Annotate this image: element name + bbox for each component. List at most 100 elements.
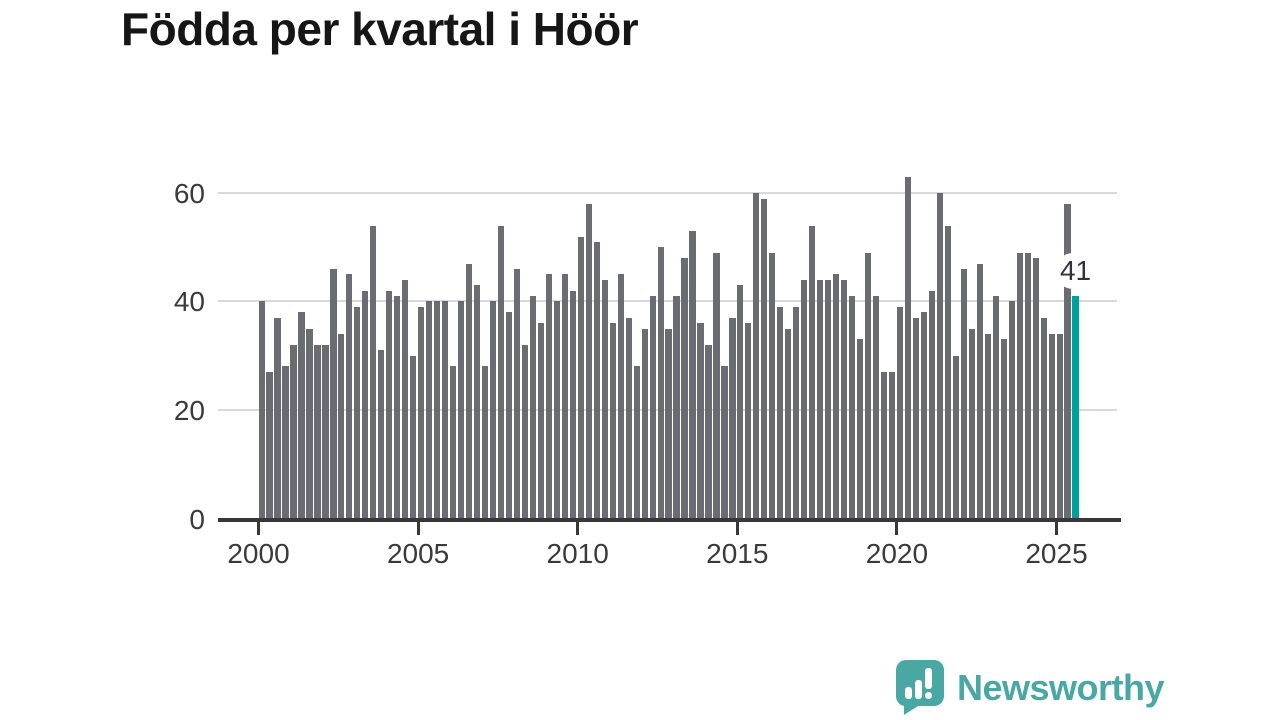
bar (394, 296, 401, 518)
bar (314, 344, 321, 518)
bar (521, 344, 529, 518)
x-axis-tick (895, 522, 899, 535)
bar (681, 258, 688, 518)
bar (330, 269, 337, 518)
bar (769, 252, 776, 518)
bar (465, 263, 473, 518)
bar (920, 312, 928, 518)
bar (481, 366, 489, 518)
bar (896, 306, 904, 518)
bar (753, 193, 760, 518)
y-axis-tick-label: 60 (173, 178, 205, 210)
bar (346, 274, 353, 518)
gridline (218, 300, 1117, 303)
bar (1008, 301, 1015, 518)
bar (370, 225, 377, 518)
bar (497, 225, 505, 518)
bar (266, 371, 273, 518)
bar (561, 274, 568, 518)
bar (673, 296, 680, 518)
bar (976, 263, 983, 518)
bar (593, 241, 600, 518)
x-axis-line (218, 518, 1121, 522)
bar (537, 323, 544, 518)
y-axis-tick-label: 0 (189, 504, 205, 535)
bar (426, 301, 433, 518)
x-axis-tick-label: 2020 (865, 538, 929, 569)
bar (1032, 258, 1039, 518)
bar (418, 306, 425, 518)
bar (849, 296, 856, 518)
bar (1016, 252, 1023, 518)
y-axis-tick-label: 20 (173, 394, 205, 426)
bar (625, 317, 632, 518)
bar (1048, 333, 1055, 518)
bar (841, 279, 848, 518)
newsworthy-logo: Newsworthy (896, 660, 1165, 715)
bar (306, 328, 313, 518)
bar (833, 274, 840, 518)
bar (649, 296, 656, 518)
bar (290, 344, 297, 518)
bar (984, 333, 991, 518)
x-axis-tick (416, 522, 420, 535)
bar (785, 328, 792, 518)
bar (697, 323, 704, 518)
bar (825, 279, 832, 518)
bar (569, 290, 576, 518)
bar (657, 247, 664, 518)
bar (904, 176, 912, 518)
bar (1000, 339, 1007, 518)
x-axis-tick-label: 2015 (706, 538, 769, 569)
bar (864, 252, 872, 518)
bar (362, 290, 369, 518)
bar-value-label: 41 (1059, 255, 1092, 286)
x-axis-tick (257, 522, 260, 535)
bar (354, 306, 361, 518)
bar (450, 366, 457, 518)
bar (705, 344, 712, 518)
bar (1056, 333, 1063, 518)
bar (458, 301, 465, 518)
bar (665, 328, 672, 518)
bar (1040, 317, 1047, 518)
bar (936, 193, 943, 518)
bar (258, 301, 265, 518)
bar (609, 323, 616, 518)
bar (944, 225, 951, 518)
bar (761, 198, 768, 518)
bar (434, 301, 441, 518)
x-axis-tick-label: 2000 (227, 538, 290, 569)
bar-highlighted (1072, 296, 1079, 518)
bar (513, 269, 521, 518)
bar (872, 296, 880, 518)
bar (402, 279, 409, 518)
bar (489, 301, 497, 518)
bar (793, 306, 800, 518)
bar (912, 317, 920, 518)
bar (960, 269, 967, 518)
bar (282, 366, 289, 518)
bar (442, 301, 449, 518)
bar (777, 306, 784, 518)
newsworthy-logo-text: Newsworthy (957, 666, 1165, 708)
x-axis-tick-label: 2005 (386, 538, 450, 569)
bar (505, 312, 513, 518)
bar (577, 236, 584, 518)
annotation-halo (1054, 253, 1091, 289)
bar (817, 279, 824, 518)
bar (801, 279, 808, 518)
bar (952, 355, 959, 518)
bar (888, 371, 896, 518)
bar (378, 350, 385, 518)
bar (641, 328, 648, 518)
bar (410, 355, 417, 518)
bar (601, 279, 608, 518)
bar (1024, 252, 1031, 518)
chart-title: Födda per kvartal i Höör (121, 3, 639, 55)
x-axis-tick (735, 522, 739, 535)
y-axis-tick-label: 40 (173, 286, 205, 318)
bar (386, 290, 393, 518)
bar (298, 312, 305, 518)
bar (809, 225, 816, 518)
